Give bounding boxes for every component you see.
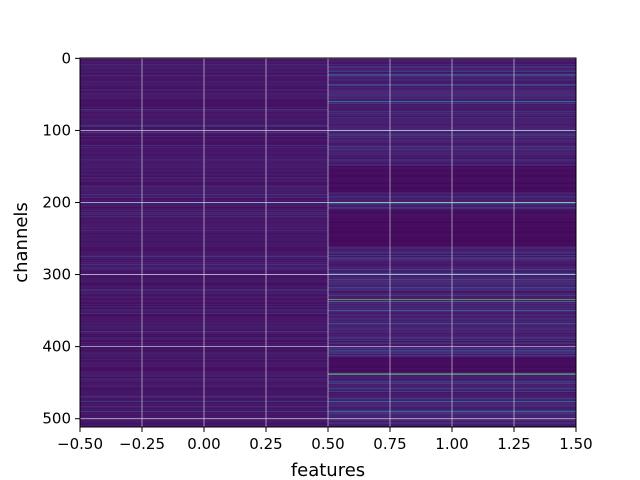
y-axis-label: channels — [11, 202, 32, 283]
x-tick-label: 1.50 — [559, 435, 592, 453]
x-tick-label: 0.50 — [311, 435, 344, 453]
y-tick-label: 100 — [42, 121, 71, 139]
y-tick-label: 300 — [42, 266, 71, 284]
x-tick-label: 0.25 — [249, 435, 282, 453]
x-tick-label: −0.25 — [119, 435, 165, 453]
x-tick-label: 1.00 — [435, 435, 468, 453]
y-tick-label: 400 — [42, 338, 71, 356]
y-tick-label: 0 — [61, 49, 71, 67]
x-tick-label: 0.00 — [187, 435, 220, 453]
x-tick-label: 1.25 — [497, 435, 530, 453]
x-axis: −0.50 −0.25 0.00 0.25 0.50 0.75 1.00 1.25 1.50 — [57, 427, 593, 453]
y-tick-label: 500 — [42, 410, 71, 428]
y-axis: 0 100 200 300 400 500 — [42, 49, 80, 428]
x-tick-label: −0.50 — [57, 435, 103, 453]
x-tick-label: 0.75 — [373, 435, 406, 453]
y-tick-label: 200 — [42, 194, 71, 212]
x-axis-label: features — [291, 460, 365, 480]
